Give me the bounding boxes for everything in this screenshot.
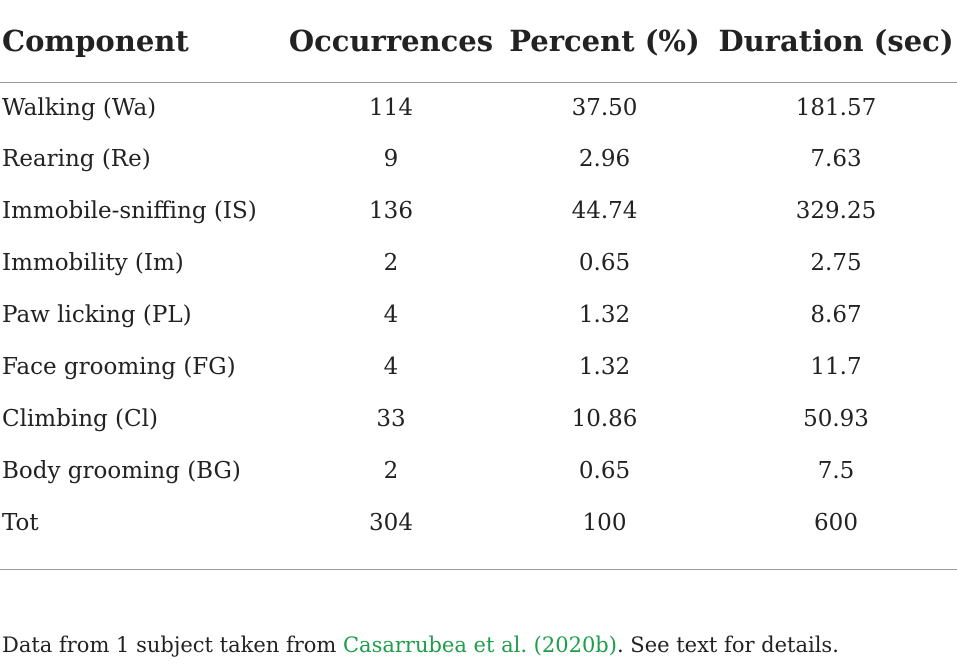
header-row: Component Occurrences Percent (%) Durati… <box>0 0 957 83</box>
cell-duration: 2.75 <box>810 250 862 276</box>
cell-component: Immobility (Im) <box>2 250 184 276</box>
cell-component: Walking (Wa) <box>2 95 157 121</box>
cell-occurrences: 114 <box>369 95 413 121</box>
cell-duration: 11.7 <box>810 354 862 380</box>
table-row: Body grooming (BG) 2 0.65 7.5 <box>0 445 957 497</box>
citation-link[interactable]: Casarrubea et al. (2020b) <box>342 633 617 657</box>
cell-component: Immobile-sniffing (IS) <box>2 198 257 224</box>
table-row: Immobility (Im) 2 0.65 2.75 <box>0 237 957 289</box>
cell-duration: 600 <box>814 510 858 536</box>
cell-component: Tot <box>2 510 39 536</box>
cell-component: Paw licking (PL) <box>2 302 192 328</box>
cell-percent: 10.86 <box>571 406 638 432</box>
table-footnote: Data from 1 subject taken from Casarrube… <box>2 633 839 657</box>
cell-occurrences: 9 <box>383 146 399 172</box>
cell-component: Rearing (Re) <box>2 146 151 172</box>
table-row: Immobile-sniffing (IS) 136 44.74 329.25 <box>0 185 957 237</box>
cell-occurrences: 304 <box>369 510 413 536</box>
cell-occurrences: 136 <box>369 198 413 224</box>
cell-percent: 0.65 <box>578 458 631 484</box>
table-row: Face grooming (FG) 4 1.32 11.7 <box>0 341 957 393</box>
cell-duration: 181.57 <box>795 95 877 121</box>
cell-component: Face grooming (FG) <box>2 354 236 380</box>
cell-component: Climbing (Cl) <box>2 406 158 432</box>
header-component: Component <box>0 0 288 83</box>
table-bottom-rule <box>0 569 957 570</box>
table-row: Walking (Wa) 114 37.50 181.57 <box>0 83 957 134</box>
header-occurrences: Occurrences <box>288 0 494 83</box>
cell-occurrences: 2 <box>383 458 399 484</box>
cell-duration: 50.93 <box>803 406 869 432</box>
cell-percent: 100 <box>582 510 627 536</box>
table-row: Paw licking (PL) 4 1.32 8.67 <box>0 289 957 341</box>
data-table-container: Component Occurrences Percent (%) Durati… <box>0 0 957 550</box>
cell-percent: 2.96 <box>578 146 631 172</box>
cell-component: Body grooming (BG) <box>2 458 241 484</box>
cell-occurrences: 33 <box>376 406 406 432</box>
cell-duration: 8.67 <box>810 302 862 328</box>
cell-duration: 7.63 <box>810 146 862 172</box>
table-body: Walking (Wa) 114 37.50 181.57 Rearing (R… <box>0 83 957 550</box>
cell-percent: 44.74 <box>571 198 638 224</box>
cell-percent: 1.32 <box>578 354 631 380</box>
header-percent: Percent (%) <box>494 0 715 83</box>
table-row: Rearing (Re) 9 2.96 7.63 <box>0 133 957 185</box>
table-header: Component Occurrences Percent (%) Durati… <box>0 0 957 83</box>
cell-occurrences: 2 <box>383 250 399 276</box>
cell-percent: 1.32 <box>578 302 631 328</box>
cell-occurrences: 4 <box>383 302 399 328</box>
header-duration: Duration (sec) <box>715 0 957 83</box>
table-row-total: Tot 304 100 600 <box>0 497 957 549</box>
footnote-prefix: Data from 1 subject taken from <box>2 633 343 657</box>
cell-duration: 329.25 <box>795 198 877 224</box>
cell-occurrences: 4 <box>383 354 399 380</box>
cell-duration: 7.5 <box>817 458 855 484</box>
footnote-suffix: . See text for details. <box>616 633 839 657</box>
behavior-components-table: Component Occurrences Percent (%) Durati… <box>0 0 957 550</box>
cell-percent: 37.50 <box>571 95 638 121</box>
table-row: Climbing (Cl) 33 10.86 50.93 <box>0 393 957 445</box>
cell-percent: 0.65 <box>578 250 631 276</box>
